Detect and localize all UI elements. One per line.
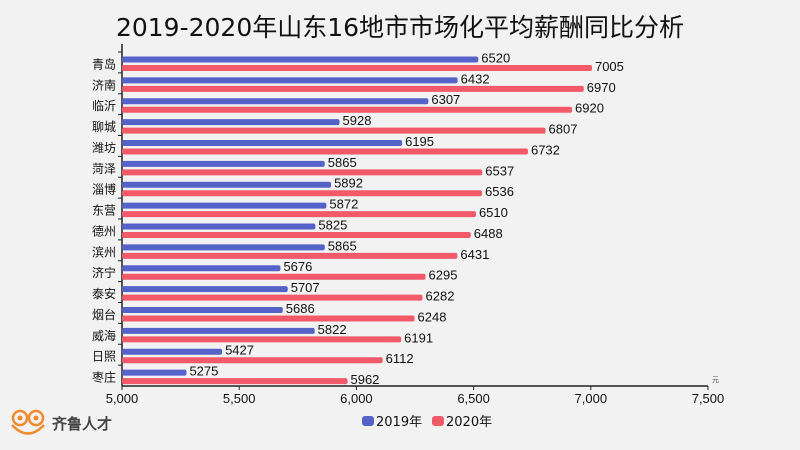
y-tick-label: 聊城 [92, 120, 116, 134]
frog-logo-icon [11, 409, 45, 435]
data-label: 7005 [595, 59, 624, 74]
bar-2020年 [122, 294, 423, 301]
y-tick-label: 德州 [92, 223, 116, 238]
y-tick-label: 青岛 [92, 56, 116, 71]
data-label: 5707 [291, 280, 320, 295]
bar-2019年 [122, 139, 403, 146]
bar-2020年 [122, 148, 528, 155]
data-label: 6488 [474, 226, 503, 241]
y-tick-label: 济南 [92, 77, 116, 92]
data-label: 6295 [429, 268, 458, 283]
bar-2020年 [122, 273, 426, 280]
bar-2019年 [122, 327, 315, 334]
legend-swatch [432, 416, 444, 426]
data-label: 6520 [481, 50, 510, 65]
bar-2019年 [122, 369, 187, 376]
bar-2019年 [122, 98, 429, 105]
data-label: 5872 [329, 197, 358, 212]
bar-2019年 [122, 181, 332, 188]
bar-2020年 [122, 252, 458, 259]
bar-2019年 [122, 160, 325, 167]
data-label: 6510 [479, 205, 508, 220]
y-tick-label: 临沂 [92, 99, 116, 113]
data-label: 6112 [386, 351, 414, 366]
bar-2020年 [122, 231, 471, 238]
data-label: 5427 [225, 343, 254, 358]
bar-2019年 [122, 286, 288, 293]
x-tick-label: 6,000 [340, 391, 373, 406]
bar-2020年 [122, 190, 483, 197]
x-tick-label: 6,500 [457, 391, 490, 406]
data-label: 5865 [328, 155, 357, 170]
bar-2020年 [122, 64, 592, 71]
x-tick-label: 5,500 [223, 391, 256, 406]
bar-2020年 [122, 85, 584, 92]
y-tick-label: 东营 [92, 204, 116, 218]
data-label: 6732 [531, 142, 560, 157]
y-tick-label: 日照 [92, 350, 116, 364]
data-label: 5676 [283, 259, 312, 274]
data-label: 6191 [404, 330, 433, 345]
data-label: 5892 [334, 176, 363, 191]
data-label: 5865 [328, 238, 357, 253]
data-label: 5825 [318, 217, 347, 232]
bar-2020年 [122, 211, 476, 218]
bar-2020年 [122, 336, 402, 343]
bar-2019年 [122, 56, 479, 63]
data-label: 6970 [587, 80, 616, 95]
bar-2019年 [122, 348, 223, 355]
data-label: 5962 [350, 372, 379, 387]
data-label: 6195 [405, 134, 434, 149]
bar-2020年 [122, 357, 383, 364]
x-tick-label: 7,500 [692, 391, 725, 406]
data-label: 6432 [461, 71, 490, 86]
bar-2019年 [122, 223, 316, 230]
legend-swatch [362, 416, 374, 426]
data-label: 6920 [575, 101, 604, 116]
data-label: 6431 [460, 247, 489, 262]
data-label: 6248 [418, 309, 447, 324]
bar-2019年 [122, 265, 281, 272]
logo-text: 齐鲁人才 [52, 414, 113, 433]
data-label: 5275 [189, 364, 218, 379]
x-tick-label: 7,000 [575, 391, 608, 406]
x-tick-label: 5,000 [106, 391, 139, 406]
data-label: 5822 [318, 322, 347, 337]
bar-2020年 [122, 127, 546, 134]
bar-2019年 [122, 77, 458, 84]
y-tick-label: 烟台 [92, 307, 116, 322]
data-label: 5686 [286, 301, 315, 316]
bar-2019年 [122, 244, 325, 251]
x-unit-label: 元 [712, 376, 719, 384]
data-label: 6307 [431, 92, 460, 107]
y-tick-label: 菏泽 [92, 162, 116, 176]
bar-2019年 [122, 119, 340, 126]
bar-2020年 [122, 378, 348, 385]
data-label: 6807 [549, 122, 578, 137]
legend-label: 2020年 [446, 415, 492, 430]
bar-2020年 [122, 106, 573, 113]
data-label: 6537 [485, 163, 514, 178]
y-tick-label: 威海 [92, 328, 116, 343]
y-tick-label: 济宁 [92, 265, 116, 280]
chart-title: 2019-2020年山东16地市市场化平均薪酬同比分析 [115, 13, 685, 42]
bar-2019年 [122, 202, 327, 209]
data-label: 5928 [343, 113, 372, 128]
y-tick-label: 潍坊 [92, 140, 116, 155]
logo: 齐鲁人才 [8, 408, 112, 438]
data-label: 6282 [426, 289, 455, 304]
bar-2019年 [122, 306, 283, 313]
y-tick-label: 滨州 [92, 244, 116, 259]
y-tick-label: 淄博 [92, 182, 116, 197]
y-tick-label: 泰安 [92, 286, 116, 301]
bar-2020年 [122, 315, 415, 322]
y-tick-label: 枣庄 [92, 370, 116, 385]
data-label: 6536 [485, 184, 514, 199]
legend-label: 2019年 [376, 415, 422, 430]
bar-2020年 [122, 169, 483, 176]
